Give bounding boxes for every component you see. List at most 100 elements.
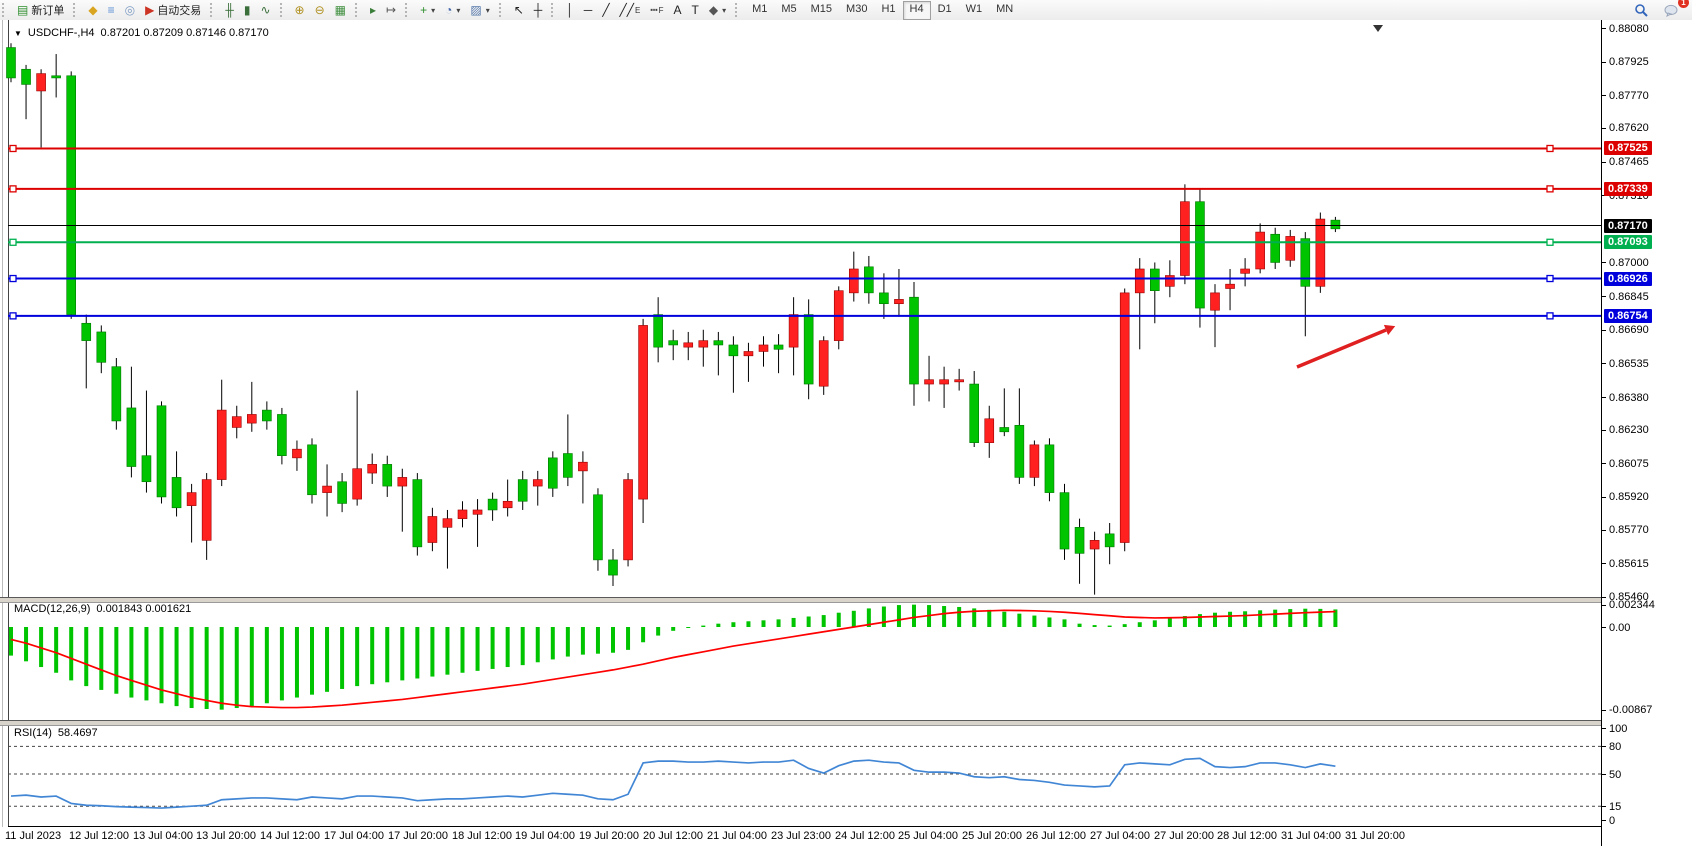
timeframe-h1[interactable]: H1 [881, 2, 896, 15]
hline-right-handle[interactable] [1546, 185, 1554, 193]
time-axis[interactable]: 11 Jul 2023 12 Jul 12:00 13 Jul 04:00 13 Ju… [0, 827, 1692, 849]
chart-title[interactable]: ▼ USDCHF-,H4 0.87201 0.87209 0.87146 0.8… [14, 27, 269, 39]
time-label: 18 Jul 12:00 [452, 830, 512, 842]
tick-value: 100 [1609, 722, 1628, 735]
chart-shift-button[interactable]: ↦ [381, 0, 401, 20]
candle-bullish [51, 75, 61, 79]
arrows-button[interactable]: ◆ ▾ [704, 0, 731, 20]
timeframe-m15[interactable]: M15 [810, 2, 833, 15]
periods-button-dropdown-icon[interactable]: ▾ [456, 5, 461, 15]
market-watch-button[interactable]: ≡ [103, 0, 120, 20]
trendline-button[interactable]: ╱ [597, 0, 614, 20]
zoom-out-button[interactable]: ⊖ [310, 0, 330, 20]
horizontal-line-button[interactable]: ─ [579, 0, 598, 20]
timeframe-m5[interactable]: M5 [781, 2, 797, 15]
macd-histogram-bar [54, 627, 59, 673]
hline-left-handle[interactable] [9, 274, 17, 283]
timeframe-group: M1 M5 M15 M30 H1 H4 D1 W1 MN [743, 0, 1022, 20]
chart-shift-marker[interactable] [1373, 25, 1383, 32]
timeframe-d1[interactable]: D1 [937, 2, 952, 15]
timeframe-w1[interactable]: W1 [965, 2, 983, 15]
candlestick-button[interactable]: ▮ [239, 0, 256, 20]
auto-trading-button[interactable]: ▶ 自动交易 [140, 0, 206, 20]
search-button[interactable] [1629, 0, 1653, 20]
timeframe-m30[interactable]: M30 [846, 2, 868, 15]
macd-histogram-bar [761, 620, 766, 627]
tick-mark [1602, 820, 1606, 821]
candle-bearish [231, 416, 242, 428]
rsi-indicator-label: RSI(14) 58.4697 [14, 727, 98, 739]
tick-value: 0.87465 [1609, 156, 1649, 169]
rsi-axis-tick: 0 [1602, 814, 1615, 827]
candle-bullish [608, 559, 618, 576]
tick-value: 0.86075 [1609, 457, 1649, 470]
text-button[interactable]: A [668, 0, 686, 20]
trendline-icon: ╱ [602, 3, 610, 17]
timeframe-mn[interactable]: MN [996, 2, 1014, 15]
macd-histogram-bar [535, 627, 540, 663]
hline-right-handle[interactable] [1546, 144, 1554, 153]
auto-scroll-button[interactable]: ▸ [365, 0, 381, 20]
zoom-in-button[interactable]: ⊕ [290, 0, 310, 20]
hline-right-handle[interactable] [1546, 238, 1554, 246]
cursor-button[interactable]: ↖ [509, 0, 529, 20]
candle-bearish [532, 479, 543, 487]
rsi-splitter[interactable] [0, 720, 1601, 726]
chat-button[interactable]: 1 [1659, 0, 1689, 20]
candle-bullish [728, 344, 739, 357]
macd-histogram-bar [701, 625, 706, 627]
crosshair-button[interactable]: ┼ [529, 0, 548, 20]
hline-left-handle[interactable] [9, 144, 17, 153]
candle-bullish [1300, 238, 1311, 287]
timeframe-h4[interactable]: H4 [902, 0, 931, 20]
timeframe-m1[interactable]: M1 [752, 2, 768, 15]
arrow-annotation[interactable] [1296, 328, 1387, 369]
tick-mark [1602, 463, 1606, 465]
equidistant-channel-button[interactable]: ╱╱ E [615, 0, 646, 20]
fibonacci-button[interactable]: ┉ F [645, 0, 668, 20]
periods-button[interactable]: ◔ ▾ [440, 0, 465, 20]
macd-histogram-bar [1273, 609, 1278, 627]
arrows-button-dropdown-icon[interactable]: ▾ [722, 5, 727, 15]
price-axis-tick: 0.87465 [1602, 156, 1649, 169]
navigator-button[interactable]: ◎ [120, 0, 140, 20]
chart-title-dropdown-icon[interactable]: ▼ [14, 28, 22, 38]
hline-left-handle[interactable] [9, 312, 17, 320]
crosshair-icon: ┼ [533, 3, 543, 17]
macd-histogram-bar [1032, 615, 1037, 627]
macd-histogram-bar [430, 627, 435, 677]
toolbar-group: ▸ ↦ [363, 0, 403, 20]
hline-left-handle[interactable] [9, 185, 17, 193]
line-chart-button[interactable]: ∿ [255, 0, 275, 20]
toolbar-grip [405, 3, 411, 17]
candle-bearish [894, 299, 904, 305]
indicators-button[interactable]: + ▾ [415, 0, 440, 20]
candle-bullish [1074, 527, 1085, 554]
tile-windows-button[interactable]: ▦ [330, 0, 351, 20]
bar-chart-button[interactable]: ╫ [220, 0, 239, 20]
macd-histogram-bar [671, 627, 676, 631]
templates-button-dropdown-icon[interactable]: ▾ [485, 5, 490, 15]
text-label-button[interactable]: T [686, 0, 703, 20]
price-label-0.87339: 0.87339 [1604, 181, 1652, 196]
templates-button[interactable]: ▨ ▾ [465, 0, 494, 20]
hline-right-handle[interactable] [1546, 274, 1554, 283]
new-order-button[interactable]: ▤ 新订单 [12, 0, 69, 20]
charts-profile-button[interactable]: ◆ [83, 0, 102, 20]
candle-bullish [1044, 444, 1055, 493]
hline-right-handle[interactable] [1546, 312, 1554, 320]
indicators-button-dropdown-icon[interactable]: ▾ [431, 5, 436, 15]
macd-histogram-bar [385, 627, 390, 683]
macd-name: MACD(12,26,9) [14, 603, 91, 615]
hline-left-handle[interactable] [9, 238, 17, 246]
macd-histogram-bar [1228, 611, 1233, 627]
candle-bearish [578, 461, 588, 472]
time-label: 26 Jul 12:00 [1026, 830, 1086, 842]
candle-bearish [442, 518, 453, 528]
macd-splitter[interactable] [0, 597, 1601, 603]
price-axis[interactable]: 0.88080 0.87925 0.87770 0.87620 0.87465 0.873… [1602, 20, 1692, 846]
vertical-line-button[interactable]: │ [561, 0, 579, 20]
toolbar-grip [210, 3, 216, 17]
toolbar-group: │ ─ ╱ ╱╱ E ┉ F A T ◆ ▾ [559, 0, 733, 20]
arrow-annotation-head[interactable] [1383, 324, 1396, 336]
